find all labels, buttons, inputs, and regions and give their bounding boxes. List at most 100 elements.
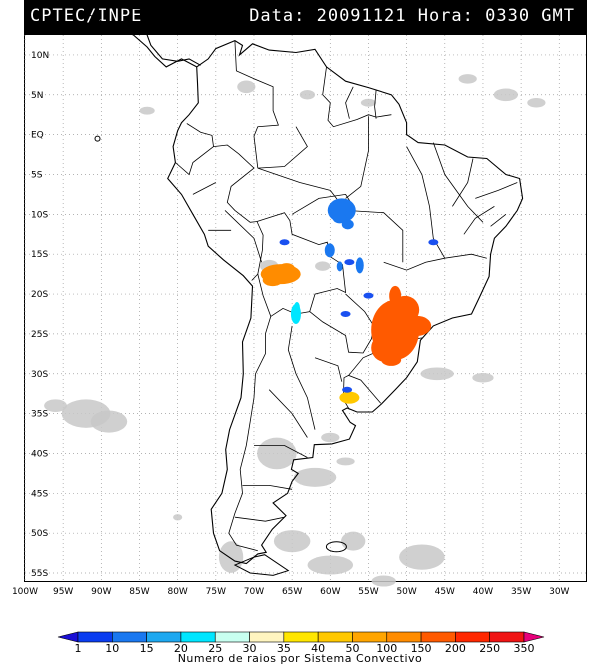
colorbar-segment (420, 631, 456, 643)
cloud-patch (336, 457, 355, 466)
map-canvas[interactable]: 10N 5N EQ 5S 10S 15S 20S 25S 30S 35S 40S 45S 50S 55S 1… (0, 0, 600, 620)
colorbar-segment (455, 631, 490, 643)
legend: 1 10 15 20 25 30 35 40 50 100 150 200 250 350 Numero … (0, 622, 600, 670)
tierra-del-fuego-outline (233, 554, 290, 576)
lon-tick-label: 60W (320, 587, 340, 597)
colorbar-segment (489, 631, 525, 643)
cloud-patch (420, 367, 454, 381)
lon-tick-label: 70W (244, 587, 264, 597)
colorbar-tick-label: 15 (140, 642, 154, 652)
colorbar-tick-label: 1 (75, 642, 82, 652)
cloud-patch (257, 437, 297, 470)
lon-tick-label: 30W (549, 587, 569, 597)
colorbar-tick-label: 250 (479, 642, 500, 652)
cloud-patch (371, 575, 396, 587)
convective-system (403, 315, 432, 336)
cloud-patch (472, 373, 494, 383)
cloud-patch (173, 514, 183, 521)
lon-tick-label: 100W (12, 587, 38, 597)
country-border (228, 316, 272, 552)
colorbar-tick-label: 50 (345, 642, 359, 652)
convective-system (293, 301, 300, 314)
convective-system (355, 257, 364, 274)
country-border (345, 116, 369, 199)
lat-tick-label: 10N (31, 51, 49, 61)
cloud-patch (90, 410, 128, 433)
falklands-outline (325, 541, 347, 553)
colorbar-segment (146, 631, 182, 643)
cloud-patch (139, 106, 155, 115)
convective-system (279, 239, 290, 246)
convective-system (278, 263, 295, 274)
lat-tick-label: 25S (31, 330, 48, 340)
convective-system (332, 213, 347, 224)
lat-tick-label: 5N (31, 91, 43, 101)
lat-tick-label: 45S (31, 489, 48, 499)
colorbar-segment (386, 631, 422, 643)
colorbar-tick-label: 150 (411, 642, 432, 652)
lon-tick-label: 55W (358, 587, 378, 597)
cloud-patch (293, 467, 337, 487)
colorbar-segment (112, 631, 147, 643)
country-border (314, 357, 343, 382)
central-america-outline (81, 10, 197, 68)
country-border (254, 445, 308, 458)
country-border (406, 146, 487, 259)
legend-title: Numero de raios por Sistema Convectivo (177, 652, 423, 665)
cloud-patch (315, 261, 331, 271)
lat-tick-label: 40S (31, 449, 48, 459)
cloud-patch (237, 80, 256, 94)
cloud-patch (399, 544, 445, 570)
colorbar-tick-label: 20 (174, 642, 188, 652)
country-border (175, 123, 214, 176)
lat-tick-label: 20S (31, 290, 48, 300)
country-border (213, 144, 264, 281)
convective-system (381, 353, 402, 366)
country-border (234, 40, 279, 169)
cloud-patch (273, 530, 311, 553)
map-panel[interactable] (24, 34, 587, 582)
convective-system (262, 274, 283, 287)
datetime-label: Data: 20091121 Hora: 0330 GMT (249, 6, 575, 26)
cloud-patch (458, 74, 477, 84)
lon-tick-label: 35W (511, 587, 531, 597)
colorbar-segment (352, 631, 388, 643)
source-label: CPTEC/INPE (30, 6, 143, 26)
convective-system (324, 243, 335, 258)
cloud-patch (44, 399, 67, 412)
country-border (452, 158, 474, 207)
convective-system (339, 391, 360, 404)
convective-system (340, 310, 351, 317)
country-border (257, 126, 308, 169)
colorbar-tick-label: 10 (105, 642, 119, 652)
colorbar-segment (249, 631, 285, 643)
country-border (463, 206, 495, 235)
lat-tick-label: 35S (31, 410, 48, 420)
lat-tick-label: 30S (31, 370, 48, 380)
country-border (383, 257, 445, 271)
galapagos-outline (94, 135, 101, 142)
country-border (256, 212, 347, 318)
convective-system (428, 239, 439, 246)
colorbar-tick-label: 40 (311, 642, 325, 652)
lon-tick-label: 50W (396, 587, 416, 597)
central-america-outline (109, 0, 201, 66)
lon-tick-label: 75W (206, 587, 226, 597)
country-border (234, 516, 285, 522)
lat-tick-label: 10S (31, 210, 48, 220)
lat-tick-label: 50S (31, 529, 48, 539)
cloud-patch (218, 541, 244, 573)
colorbar-segment (180, 631, 216, 643)
cloud-patch (493, 88, 519, 102)
cloud-patch (321, 432, 340, 443)
colorbar-segment (77, 631, 113, 643)
cloud-patch (307, 555, 354, 575)
colorbar-tick-label: 35 (277, 642, 291, 652)
lon-tick-label: 40W (473, 587, 493, 597)
colorbar-tick-label: 200 (445, 642, 466, 652)
convective-system (389, 285, 402, 306)
country-border (345, 86, 354, 119)
country-border (490, 213, 507, 227)
colorbar-tick-label: 100 (376, 642, 397, 652)
colorbar-segment (317, 631, 353, 643)
